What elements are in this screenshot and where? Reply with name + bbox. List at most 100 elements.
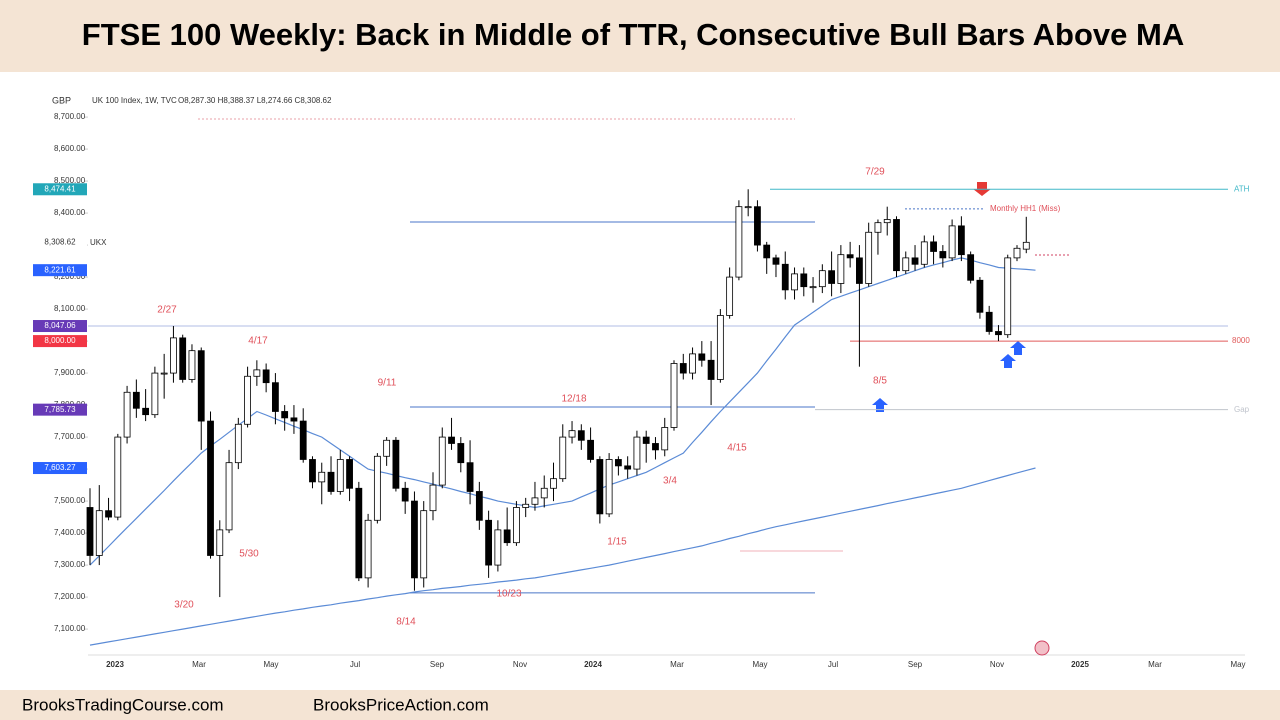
- candle-body: [772, 257, 780, 265]
- price-marker: [33, 264, 87, 277]
- candle-body: [448, 436, 455, 444]
- candle-body: [605, 459, 613, 515]
- y-tick-label: 7,900.00: [54, 368, 86, 377]
- candle-body: [939, 251, 947, 259]
- arrow-up: [1000, 354, 1016, 368]
- candle-body: [920, 241, 928, 265]
- candle-body: [392, 439, 400, 489]
- candle-body: [531, 497, 539, 505]
- candle-body: [707, 359, 715, 380]
- annotation: 4/17: [248, 336, 268, 347]
- candle-body: [550, 478, 557, 489]
- candle-body: [763, 244, 771, 259]
- candle-body: [234, 423, 242, 464]
- candle-body: [188, 350, 196, 380]
- candle-body: [985, 311, 993, 332]
- candle-body: [179, 337, 187, 380]
- candle-body: [522, 503, 530, 508]
- y-tick-label: 7,300.00: [54, 560, 86, 569]
- candle-body: [633, 436, 641, 470]
- price-marker: [33, 403, 87, 416]
- candle-body: [244, 375, 251, 425]
- candle-body: [346, 459, 353, 489]
- candle-body: [559, 436, 567, 480]
- y-tick-label: 8,600.00: [54, 144, 86, 153]
- candle-body: [429, 484, 437, 512]
- candle-body: [197, 350, 205, 422]
- price-marker-label: 8,047.06: [44, 321, 76, 330]
- x-tick-label: Mar: [670, 660, 684, 669]
- candle-body: [698, 353, 706, 361]
- candle-body: [754, 206, 761, 246]
- candle-body: [86, 507, 94, 556]
- candle-body: [967, 254, 975, 281]
- price-marker-label: 8,474.41: [44, 184, 76, 193]
- candle-body: [216, 529, 224, 556]
- candle-body: [716, 315, 724, 380]
- x-tick-label: May: [752, 660, 767, 669]
- candle-body: [781, 263, 789, 291]
- x-tick-label: 2025: [1071, 660, 1089, 669]
- candle-body: [364, 519, 372, 579]
- arrow-up: [1010, 341, 1026, 355]
- arrow-up: [872, 398, 888, 412]
- level-label: ATH: [1234, 184, 1250, 193]
- candle-body: [874, 222, 882, 233]
- candle-body: [670, 363, 678, 428]
- candle-body: [494, 529, 502, 566]
- candle-body: [614, 459, 622, 467]
- candle-body: [281, 411, 289, 419]
- annotation: 12/18: [561, 394, 586, 405]
- candle-body: [540, 487, 548, 499]
- candle-body: [726, 276, 734, 316]
- candle-body: [151, 372, 159, 416]
- x-tick-label: Jul: [828, 660, 838, 669]
- candle-body: [689, 353, 696, 374]
- candle-body: [893, 219, 900, 272]
- candle-body: [503, 529, 511, 544]
- candle-body: [438, 436, 446, 486]
- x-tick-label: Sep: [430, 660, 445, 669]
- candle-body: [809, 286, 817, 289]
- candle-body: [207, 420, 214, 556]
- candle-body: [642, 436, 650, 444]
- candle-body: [976, 279, 984, 313]
- price-marker: [33, 462, 87, 475]
- annotation: 9/11: [378, 378, 397, 389]
- candle-body: [383, 439, 391, 457]
- annotation: 7/29: [865, 167, 885, 178]
- candle-body: [624, 465, 632, 470]
- candle-body: [123, 391, 131, 438]
- candle-body: [95, 510, 103, 556]
- candle-body: [846, 254, 854, 259]
- candle-body: [114, 436, 122, 518]
- annotation: 3/20: [174, 600, 194, 611]
- level-label: 8000: [1232, 336, 1250, 345]
- moving-average: [89, 467, 1036, 646]
- chart-title: FTSE 100 Weekly: Back in Middle of TTR, …: [82, 17, 1184, 52]
- symbol-info: UK 100 Index, 1W, TVC: [92, 96, 177, 105]
- y-tick-label: 8,100.00: [54, 304, 86, 313]
- candle-body: [744, 206, 752, 209]
- candle-body: [679, 363, 687, 374]
- candle-body: [142, 407, 150, 416]
- candle-body: [225, 462, 233, 531]
- candle-body: [837, 254, 845, 284]
- candle-body: [911, 257, 919, 265]
- candle-body: [299, 420, 307, 460]
- annotation: 3/4: [663, 476, 677, 487]
- candle-body: [170, 337, 177, 374]
- ohlc-info: O8,287.30 H8,388.37 L8,274.66 C8,308.62: [178, 96, 332, 105]
- level-label: Monthly HH1 (Miss): [990, 204, 1061, 213]
- candle-body: [652, 443, 659, 451]
- candle-body: [262, 369, 270, 384]
- x-tick-label: 2024: [584, 660, 602, 669]
- candle-body: [930, 241, 937, 252]
- level-label: Gap: [1234, 405, 1250, 414]
- candle-body: [271, 382, 279, 412]
- price-marker-label: 8,308.62: [44, 237, 76, 246]
- price-marker: [33, 320, 87, 333]
- annotation: 8/5: [873, 376, 887, 387]
- candle-body: [373, 455, 381, 521]
